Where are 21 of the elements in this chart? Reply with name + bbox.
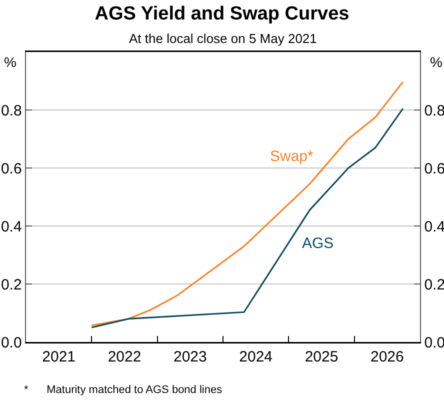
x-tick-label: 2025 [304,348,338,366]
x-tick-label: 2022 [108,348,142,366]
y-tick-label: 0.8 [0,102,22,120]
y-tick-label: 0.0 [0,334,22,352]
text: * Maturity matched to AGS bond lines [24,384,223,396]
y-tick-label: 0.4 [0,218,22,236]
x-tick-label: 2026 [370,348,404,366]
chart-subtitle: At the local close on 5 May 2021 [129,31,317,46]
y-axis-title: % [4,54,16,70]
x-tick-label: 2021 [42,348,76,366]
x-tick-label: 2023 [173,348,207,366]
y2-axis-title: % [430,54,442,70]
series-label: Swap* [270,148,314,165]
y2-tick-label: 0.2 [424,276,444,294]
y2-tick-label: 0.6 [424,160,444,178]
y-tick-label: 0.2 [0,276,22,294]
y-tick-label: 0.6 [0,160,22,178]
x-tick-label: 2024 [239,348,273,366]
chart-title: AGS Yield and Swap Curves [94,3,350,24]
y2-tick-label: 0.8 [424,102,444,120]
series-label: AGS [302,235,334,252]
